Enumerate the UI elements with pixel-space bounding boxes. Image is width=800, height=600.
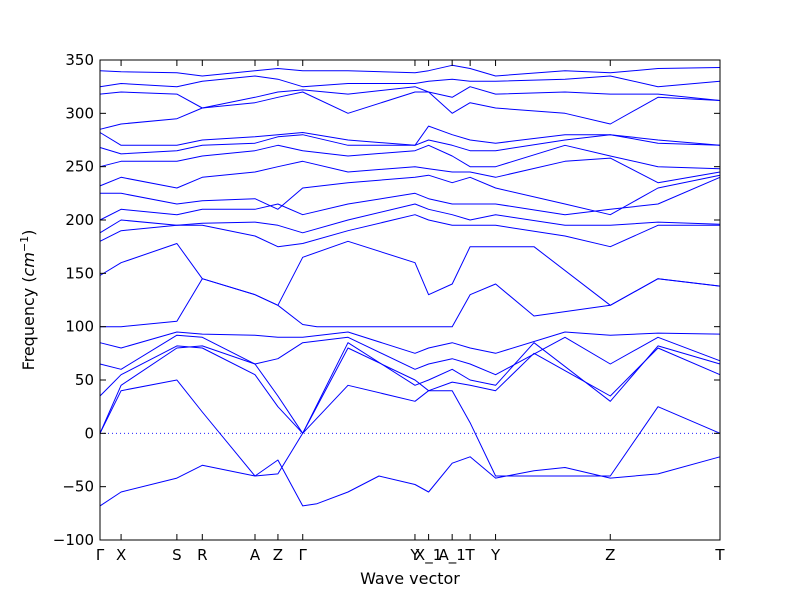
- band-line-14: [99, 144, 721, 170]
- y-tick-label: 250: [65, 158, 94, 176]
- band-line-16: [99, 125, 721, 146]
- y-tick-label: 200: [65, 211, 94, 229]
- band-line-3: [99, 345, 721, 434]
- symmetry-point-label-10: A_1: [439, 546, 466, 565]
- y-ticks: −100 −50 0 50 100 150 200 250 300 350: [53, 51, 720, 549]
- band-line-8: [99, 240, 721, 306]
- symmetry-point-label-12: Y: [490, 546, 501, 564]
- symmetry-point-label-2: X: [116, 546, 126, 564]
- y-tick-label: 150: [65, 264, 94, 282]
- symmetry-point-label-4: R: [197, 546, 207, 564]
- band-line-10: [99, 203, 721, 234]
- y-axis-label: Frequency (cm−1): [18, 230, 39, 371]
- band-line-13: [99, 157, 721, 189]
- band-line-1: [99, 456, 721, 507]
- symmetry-point-label-7: Γ: [299, 546, 308, 564]
- band-lines: [99, 64, 721, 507]
- band-line-7: [100, 278, 721, 328]
- y-tick-label: 50: [75, 371, 94, 389]
- y-tick-label: 350: [65, 51, 94, 69]
- symmetry-point-label-9: X_1: [415, 546, 442, 565]
- y-tick-label: 300: [65, 104, 94, 122]
- band-line-2: [99, 379, 721, 477]
- symmetry-point-label-13: Z: [605, 546, 615, 564]
- y-tick-label: 0: [84, 424, 94, 442]
- band-line-19: [99, 75, 721, 88]
- y-tick-label: −100: [53, 531, 94, 549]
- symmetry-ticks: Γ X S R A Z Γ YX_1A_1 T Y Z T: [96, 60, 725, 565]
- band-line-9: [99, 214, 720, 248]
- y-tick-label: 100: [65, 318, 94, 336]
- symmetry-point-label-11: T: [465, 546, 476, 564]
- symmetry-point-label-6: Z: [273, 546, 283, 564]
- y-axis-label-exp: −1: [18, 236, 31, 252]
- band-line-12: [100, 174, 721, 216]
- band-line-4: [99, 342, 721, 434]
- symmetry-point-label-1: Γ: [96, 546, 105, 564]
- y-tick-label: −50: [62, 478, 94, 496]
- band-line-17: [99, 91, 721, 130]
- y-axis-label-main: Frequency (: [19, 276, 38, 370]
- band-line-20: [99, 64, 721, 77]
- plot-frame: [99, 59, 721, 541]
- symmetry-point-label-5: A: [250, 546, 261, 564]
- band-line-5: [99, 334, 721, 376]
- x-axis-label: Wave vector: [360, 569, 460, 588]
- y-axis-label-unit: cm: [19, 252, 38, 276]
- band-line-18: [99, 86, 721, 109]
- y-axis-label-close: ): [19, 230, 38, 236]
- band-line-11: [99, 176, 721, 221]
- symmetry-point-label-14: T: [714, 546, 725, 564]
- symmetry-point-label-3: S: [172, 546, 182, 564]
- band-line-6: [99, 331, 721, 354]
- symmetry-point-label-8: Y: [409, 546, 420, 564]
